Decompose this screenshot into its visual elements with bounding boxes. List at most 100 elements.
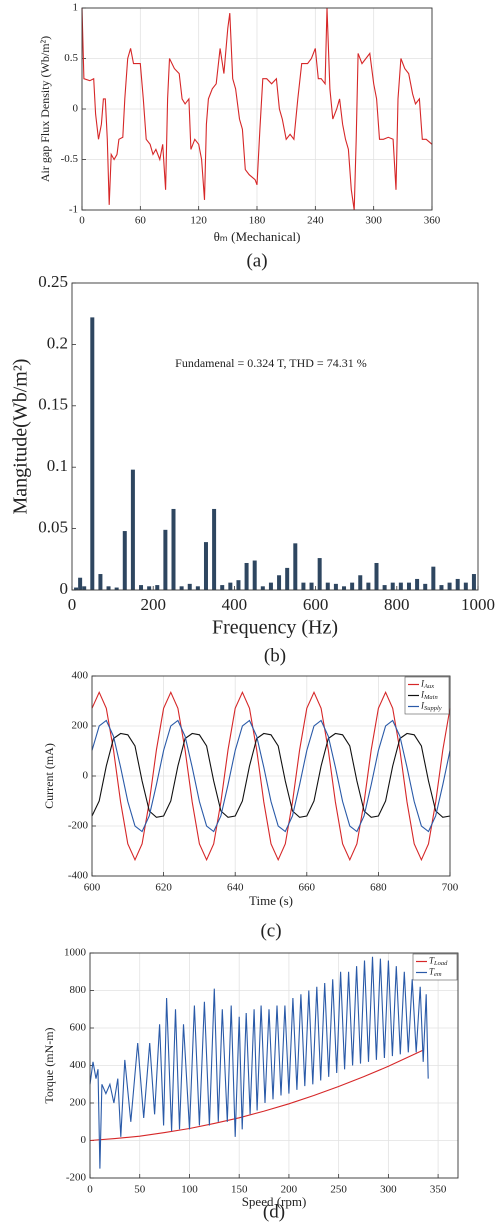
caption: (a) <box>246 250 267 271</box>
x-axis-label: Time (s) <box>249 893 293 908</box>
y-axis-label: Mangitude(Wb/m²) <box>10 359 32 515</box>
bar <box>90 317 95 590</box>
y-tick-label: 0.25 <box>38 272 68 291</box>
y-tick-label: 0.05 <box>38 518 68 537</box>
legend-label: IMain <box>420 690 438 702</box>
bar <box>98 574 103 590</box>
bar <box>342 586 347 590</box>
x-tick-label: 50 <box>134 1184 146 1196</box>
bar <box>358 575 363 590</box>
series-line <box>91 719 451 833</box>
bar <box>212 508 217 590</box>
x-tick-label: 350 <box>430 1184 447 1196</box>
bar <box>78 577 83 590</box>
y-tick-label: -0.5 <box>61 153 79 165</box>
legend-label-main: I <box>420 690 425 700</box>
bar <box>260 586 265 590</box>
y-tick-label: 0 <box>60 579 69 598</box>
bar <box>317 558 322 590</box>
y-tick-label: 600 <box>70 1022 87 1034</box>
bar <box>203 542 208 590</box>
y-tick-label: -200 <box>66 1172 87 1184</box>
bar <box>398 582 403 590</box>
legend-box <box>412 953 458 981</box>
legend-label: Tem <box>429 967 442 979</box>
y-tick-label: 200 <box>70 1097 87 1109</box>
bar <box>350 582 355 590</box>
bar <box>74 587 79 590</box>
y-tick-label: 0 <box>73 103 79 115</box>
annotation: Fundamenal = 0.324 T, THD = 74.31 % <box>175 356 367 370</box>
x-tick-label: 180 <box>249 215 266 227</box>
legend-label-sub: Aux <box>423 683 434 690</box>
y-tick-label: 400 <box>72 670 89 682</box>
x-tick-label: 360 <box>424 215 441 227</box>
series-line <box>89 956 429 1169</box>
bar <box>82 586 87 590</box>
x-axis-label: Speed (rpm) <box>242 1194 307 1209</box>
x-axis-label: θₘ (Mechanical) <box>214 229 301 244</box>
bar <box>228 582 233 590</box>
bar <box>471 574 476 590</box>
bar <box>293 543 298 590</box>
bar <box>236 580 241 590</box>
y-tick-label: 0.5 <box>64 52 78 64</box>
bar <box>195 586 200 590</box>
bar <box>463 582 468 590</box>
bar <box>139 585 144 590</box>
caption: (d) <box>263 1201 285 1222</box>
y-tick-label: 800 <box>70 984 87 996</box>
x-tick-label: 400 <box>222 595 248 614</box>
bar <box>163 529 168 590</box>
x-axis-label: Frequency (Hz) <box>212 617 338 639</box>
x-tick-label: 680 <box>370 882 387 894</box>
axes-box <box>71 282 479 591</box>
x-tick-label: 800 <box>384 595 410 614</box>
bar <box>374 562 379 590</box>
legend-label: IAux <box>420 679 434 691</box>
bar <box>285 567 290 590</box>
series-line <box>91 732 451 818</box>
x-tick-label: 100 <box>181 1184 198 1196</box>
x-tick-label: 250 <box>330 1184 347 1196</box>
y-tick-label: 0 <box>83 770 89 782</box>
x-tick-label: 620 <box>155 882 172 894</box>
x-tick-label: 0 <box>87 1184 93 1196</box>
bar <box>171 508 176 590</box>
x-tick-label: 660 <box>299 882 316 894</box>
x-tick-label: 1000 <box>461 595 495 614</box>
x-tick-label: 300 <box>380 1184 397 1196</box>
legend-label: TLoad <box>429 956 448 968</box>
x-tick-label: 0 <box>68 595 77 614</box>
y-tick-label: -400 <box>68 870 89 882</box>
x-tick-label: 200 <box>281 1184 298 1196</box>
series-line <box>91 690 451 862</box>
bar <box>309 582 314 590</box>
bar <box>114 587 119 590</box>
x-tick-label: 240 <box>307 215 324 227</box>
x-tick-label: 300 <box>365 215 382 227</box>
bar <box>122 531 127 590</box>
bar <box>277 575 282 590</box>
y-tick-label: -1 <box>69 204 78 216</box>
legend-label-main: I <box>420 701 425 711</box>
bar <box>147 586 152 590</box>
bar <box>333 583 338 590</box>
legend-label-sub: Load <box>433 960 448 967</box>
bar <box>244 562 249 590</box>
bar <box>390 582 395 590</box>
legend-label-sub: em <box>434 971 442 978</box>
y-axis-label: Air gap Flux Density (Wb/m²) <box>38 36 52 182</box>
bar <box>106 586 111 590</box>
legend-label-main: T <box>429 956 435 966</box>
axes-box <box>91 675 451 877</box>
bar <box>252 560 257 590</box>
caption: (c) <box>260 920 281 941</box>
y-tick-label: -200 <box>68 820 89 832</box>
bar <box>187 583 192 590</box>
legend-label-sub: Supply <box>424 705 442 712</box>
bar <box>155 585 160 590</box>
bar <box>325 582 330 590</box>
